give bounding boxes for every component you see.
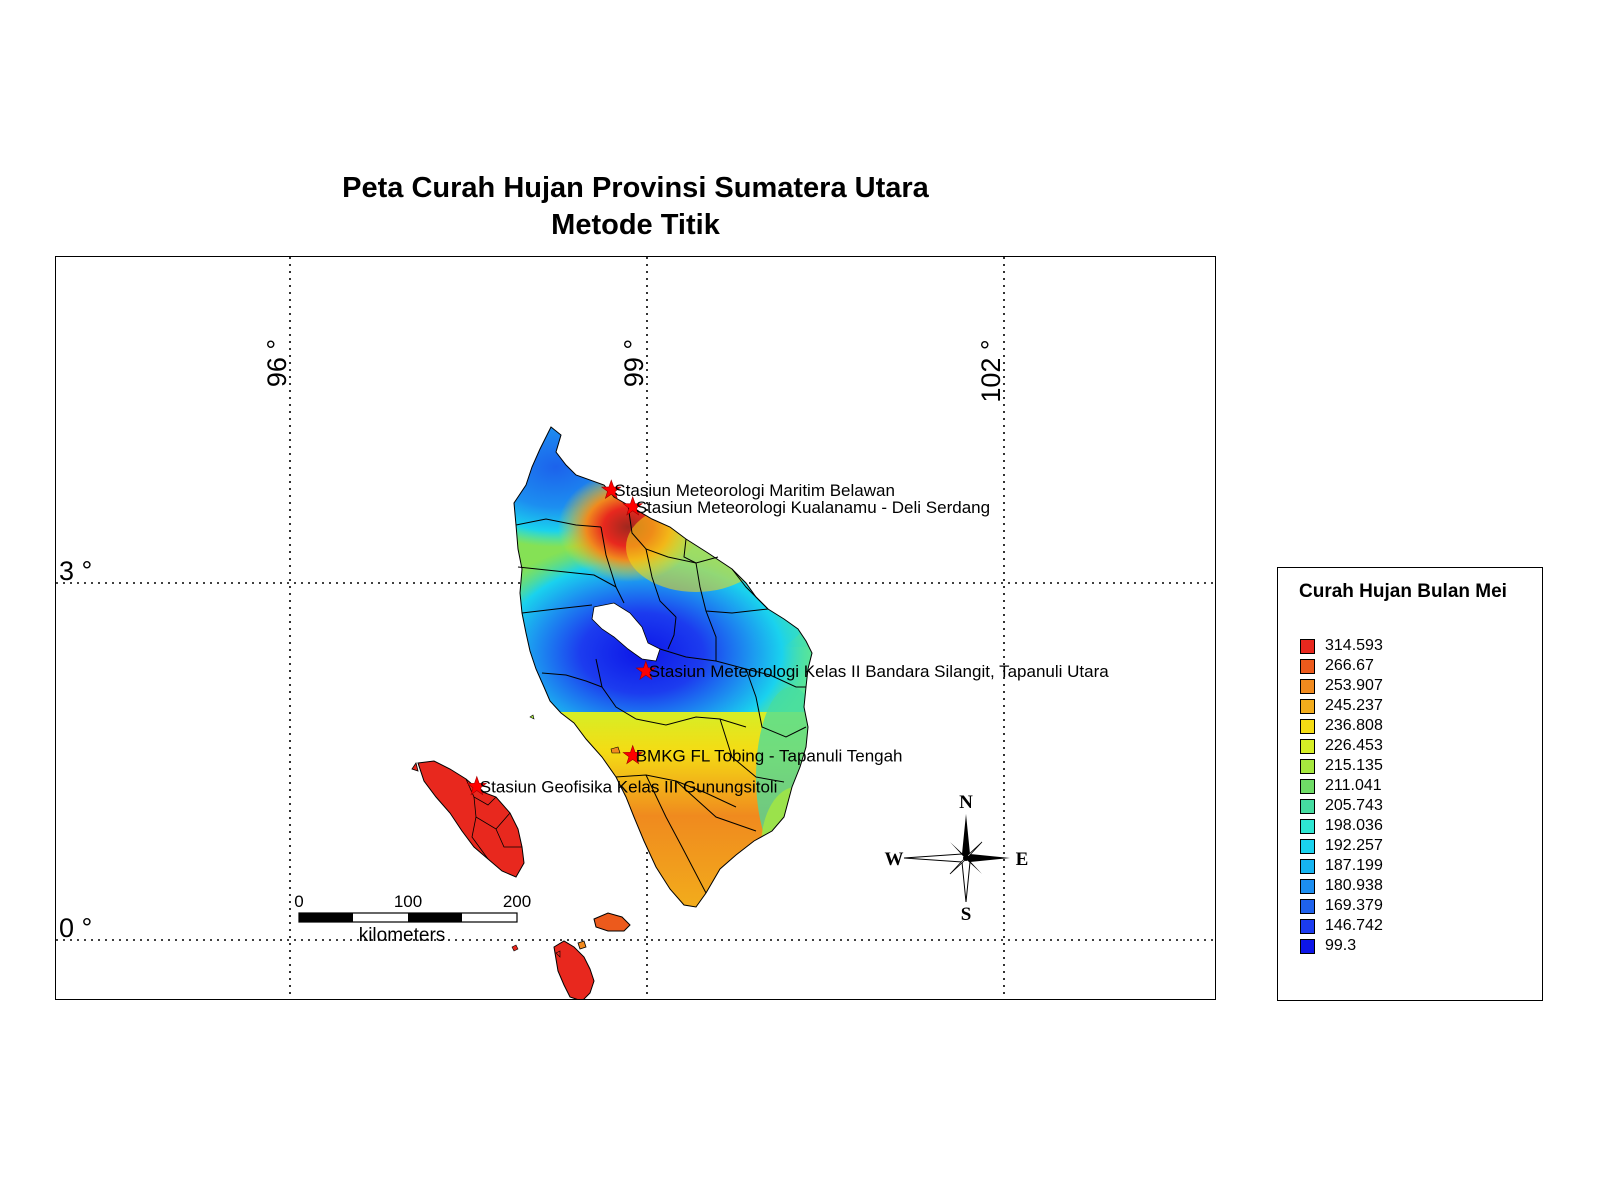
legend-item: 266.67 [1300,656,1383,676]
legend-item: 314.593 [1300,636,1383,656]
legend-item: 187.199 [1300,856,1383,876]
map-frame: 96 ° 99 ° 102 ° 3 ° 0 ° [55,256,1216,1000]
legend-item: 99.3 [1300,936,1383,956]
station-star-icon[interactable] [622,495,644,516]
scale-bar: 0 100 200 kilometers [294,892,531,946]
legend-swatch [1300,918,1315,934]
legend-swatch [1300,818,1315,834]
legend-label: 266.67 [1325,657,1374,674]
station-star-icon[interactable] [466,775,488,796]
legend-items: 314.593 266.67 253.907 245.237 236.808 226.45… [1300,636,1383,956]
legend-swatch [1300,878,1315,894]
legend-item: 198.036 [1300,816,1383,836]
latitude-label-0: 0 ° [59,913,92,943]
map-subtitle: Metode Titik [551,209,720,241]
legend-item: 205.743 [1300,796,1383,816]
legend-swatch [1300,898,1315,914]
legend-label: 245.237 [1325,697,1383,714]
station-label: Stasiun Meteorologi Kualanamu - Deli Ser… [636,498,990,517]
legend-title: Curah Hujan Bulan Mei [1299,581,1507,602]
compass-n: N [959,792,973,813]
legend-label: 99.3 [1325,937,1357,954]
compass-s: S [961,904,972,925]
scale-tick-0: 0 [294,892,303,911]
legend-label: 226.453 [1325,737,1383,754]
station-label: Stasiun Meteorologi Maritim Belawan [614,481,895,500]
nias-island [411,760,525,878]
legend-item: 180.938 [1300,876,1383,896]
map-title: Peta Curah Hujan Provinsi Sumatera Utara [342,172,929,204]
southern-islands [511,714,631,999]
legend-item: 169.379 [1300,896,1383,916]
legend-swatch [1300,838,1315,854]
legend-swatch [1300,638,1315,654]
station-star-icon[interactable] [600,479,622,500]
legend-label: 187.199 [1325,857,1383,874]
legend-item: 236.808 [1300,716,1383,736]
legend-label: 205.743 [1325,797,1383,814]
station-star-icon[interactable] [622,744,644,765]
station-markers: Stasiun Meteorologi Maritim BelawanStasi… [466,479,1109,797]
legend-swatch [1300,798,1315,814]
longitude-label-102: 102 ° [976,339,1006,402]
legend-label: 146.742 [1325,917,1383,934]
legend-label: 253.907 [1325,677,1383,694]
legend-item: 215.135 [1300,756,1383,776]
legend-swatch [1300,758,1315,774]
legend-item: 146.742 [1300,916,1383,936]
longitude-label-96: 96 ° [262,339,292,387]
legend-label: 236.808 [1325,717,1383,734]
legend-label: 314.593 [1325,637,1383,654]
legend-item: 192.257 [1300,836,1383,856]
compass-w: W [885,849,904,870]
north-arrow-icon: N S E W [885,792,1029,925]
legend-swatch [1300,938,1315,954]
legend-label: 198.036 [1325,817,1383,834]
legend-swatch [1300,658,1315,674]
station-star-icon[interactable] [635,660,657,680]
compass-e: E [1016,849,1029,870]
legend-label: 192.257 [1325,837,1383,854]
station-label: Stasiun Meteorologi Kelas II Bandara Sil… [649,662,1109,681]
legend-swatch [1300,678,1315,694]
legend-label: 169.379 [1325,897,1383,914]
legend-item: 211.041 [1300,776,1383,796]
legend: Curah Hujan Bulan Mei 314.593 266.67 253.9… [1277,567,1543,1001]
legend-item: 226.453 [1300,736,1383,756]
legend-item: 253.907 [1300,676,1383,696]
scale-unit: kilometers [359,925,446,946]
scale-tick-100: 100 [394,892,422,911]
scale-tick-200: 200 [503,892,531,911]
map-canvas[interactable]: 96 ° 99 ° 102 ° 3 ° 0 ° [56,257,1216,1000]
legend-label: 215.135 [1325,757,1383,774]
station-label: BMKG FL Tobing - Tapanuli Tengah [636,747,903,766]
longitude-label-99: 99 ° [619,339,649,387]
regency-boundaries [515,504,807,894]
legend-swatch [1300,698,1315,714]
legend-swatch [1300,738,1315,754]
latitude-label-3: 3 ° [59,556,92,586]
legend-swatch [1300,718,1315,734]
legend-label: 180.938 [1325,877,1383,894]
legend-label: 211.041 [1325,777,1382,794]
legend-swatch [1300,858,1315,874]
legend-swatch [1300,778,1315,794]
lake-toba [591,602,661,662]
legend-item: 245.237 [1300,696,1383,716]
station-label: Stasiun Geofisika Kelas III Gunungsitoli [480,778,778,797]
